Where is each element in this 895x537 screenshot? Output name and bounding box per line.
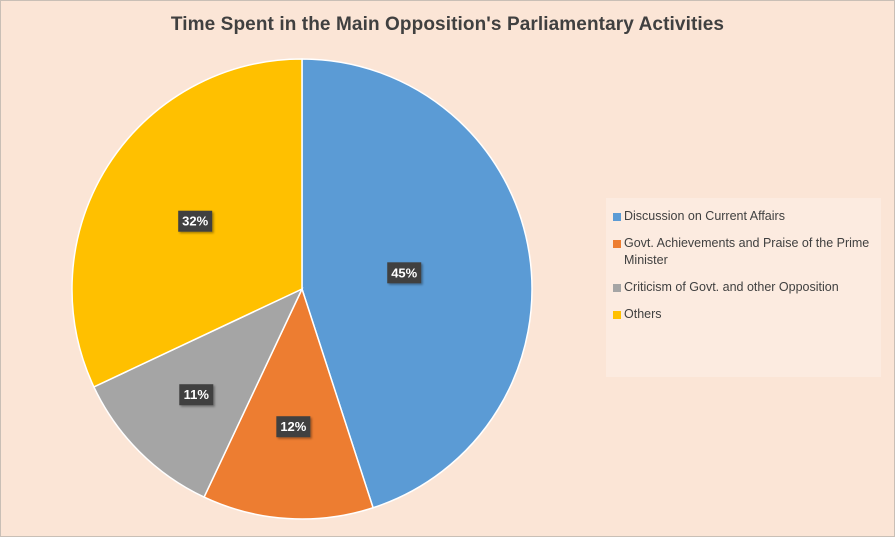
pie-slice-1 bbox=[301, 58, 533, 509]
legend-label: Govt. Achievements and Praise of the Pri… bbox=[624, 236, 870, 267]
data-label-4: 32% bbox=[178, 210, 213, 232]
pie-slices bbox=[71, 58, 533, 520]
legend-swatch bbox=[613, 213, 621, 221]
data-label-1: 45% bbox=[387, 262, 422, 284]
legend-item-3: Criticism of Govt. and other Opposition bbox=[606, 279, 881, 296]
legend-item-4: Others bbox=[606, 306, 881, 323]
data-label-box bbox=[387, 262, 422, 284]
data-label-box bbox=[179, 384, 214, 406]
legend-item-1: Discussion on Current Affairs bbox=[606, 208, 881, 225]
pie-data-labels: 45% 12% 11% 32% bbox=[178, 210, 422, 438]
data-label-2: 12% bbox=[276, 416, 311, 438]
data-label-text: 32% bbox=[182, 214, 208, 229]
legend-label: Others bbox=[624, 307, 662, 321]
legend-label: Discussion on Current Affairs bbox=[624, 209, 785, 223]
chart-legend: Discussion on Current Affairs Govt. Achie… bbox=[606, 198, 881, 377]
chart-title: Time Spent in the Main Opposition's Parl… bbox=[170, 14, 725, 35]
legend-label: Criticism of Govt. and other Opposition bbox=[624, 280, 839, 294]
legend-item-2: Govt. Achievements and Praise of the Pri… bbox=[606, 235, 881, 269]
pie-slice-2 bbox=[203, 286, 375, 520]
data-label-text: 45% bbox=[391, 265, 417, 280]
data-label-box bbox=[178, 210, 213, 232]
legend-swatch bbox=[613, 284, 621, 292]
data-label-box bbox=[276, 416, 311, 438]
data-label-3: 11% bbox=[179, 384, 214, 406]
data-label-text: 12% bbox=[280, 419, 306, 434]
legend-swatch bbox=[613, 311, 621, 319]
legend-swatch bbox=[613, 240, 621, 248]
data-label-text: 11% bbox=[184, 387, 210, 402]
